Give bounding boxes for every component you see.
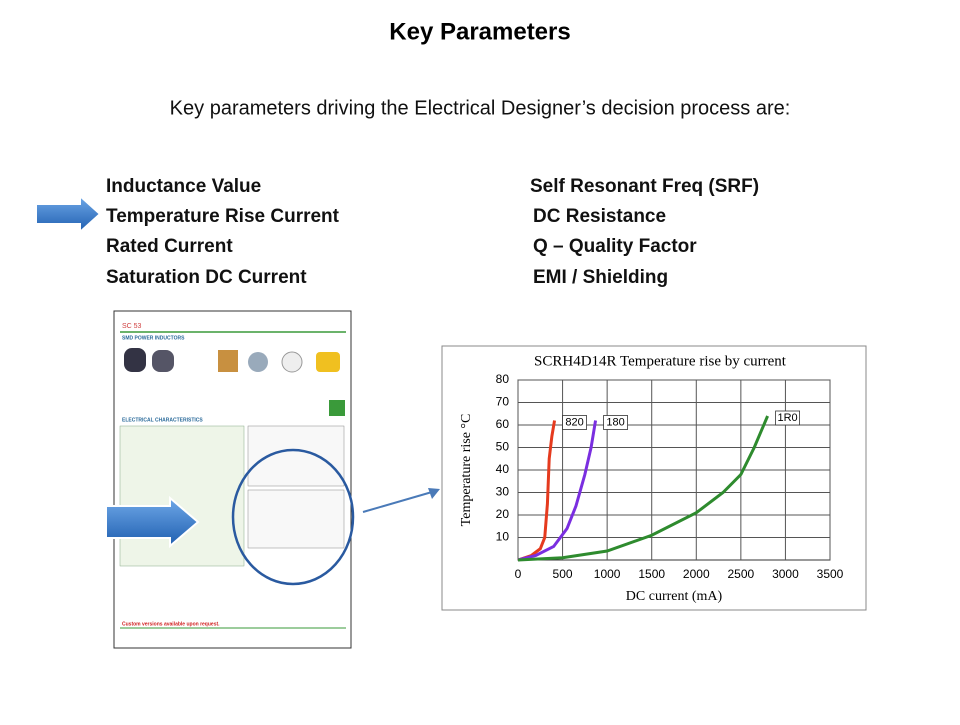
y-tick-label: 50 [496, 440, 510, 454]
parameter: Saturation DC Current [106, 267, 307, 288]
product-image [218, 350, 238, 372]
mini-chart [247, 489, 345, 549]
y-tick-label: 70 [496, 395, 510, 409]
series-line [517, 420, 557, 562]
datasheet-section: ELECTRICAL CHARACTERISTICS [122, 417, 203, 423]
x-tick-label: 3500 [817, 567, 844, 581]
x-tick-label: 2500 [728, 567, 755, 581]
parameter: Rated Current [106, 236, 233, 257]
pointer-arrow [35, 193, 102, 235]
product-image [316, 352, 340, 372]
pointer-arrow [105, 495, 200, 549]
series-line [517, 415, 769, 562]
highlight-circle [231, 448, 355, 586]
series-label: 820 [565, 416, 583, 428]
chart: SCRH4D14R Temperature rise by current DC … [459, 353, 843, 604]
y-tick-label: 10 [496, 530, 510, 544]
datasheet-code: SC 53 [122, 323, 142, 330]
datasheet-heading: SMD POWER INDUCTORS [122, 335, 185, 341]
datasheet-note: Custom versions available upon request. [122, 621, 220, 627]
x-tick-label: 0 [515, 567, 522, 581]
x-tick-label: 500 [553, 567, 573, 581]
product-image [248, 352, 268, 372]
parameter: Temperature Rise Current [106, 206, 340, 227]
x-tick-label: 3000 [772, 567, 799, 581]
parameter: Self Resonant Freq (SRF) [530, 176, 759, 197]
y-tick-label: 20 [496, 507, 510, 521]
y-tick-label: 30 [496, 485, 510, 499]
parameter: EMI / Shielding [533, 267, 668, 288]
parameter-list: Inductance Value Temperature Rise Current… [106, 176, 759, 288]
subtitle: Key parameters driving the Electrical De… [170, 97, 791, 119]
connector-head [428, 488, 440, 499]
product-image [124, 348, 146, 372]
y-axis-label: Temperature rise °C [459, 414, 474, 527]
datasheet: SC 53 SMD POWER INDUCTORS ELECTRICAL CHA… [113, 310, 352, 649]
y-tick-label: 80 [496, 372, 510, 386]
x-tick-label: 1500 [638, 567, 665, 581]
parameter: Inductance Value [106, 176, 261, 197]
spec-table [119, 425, 245, 567]
y-tick-label: 60 [496, 417, 510, 431]
connector [362, 491, 433, 513]
logo [329, 400, 345, 416]
mini-chart [247, 425, 345, 487]
series-line [517, 420, 598, 562]
parameter: DC Resistance [533, 206, 666, 227]
series-label-box [603, 415, 628, 430]
product-image [281, 351, 303, 373]
product-image [152, 350, 174, 372]
series-label: 1R0 [778, 412, 798, 424]
chart-title: SCRH4D14R Temperature rise by current [534, 353, 787, 369]
series-label-box [562, 415, 587, 430]
series-label: 180 [606, 416, 624, 428]
parameter: Q – Quality Factor [533, 236, 697, 257]
series-label-box [775, 410, 800, 426]
x-tick-label: 2000 [683, 567, 710, 581]
x-tick-label: 1000 [594, 567, 621, 581]
x-axis-label: DC current (mA) [626, 589, 723, 604]
slide-title: Key Parameters [389, 18, 570, 45]
y-tick-label: 40 [496, 462, 510, 476]
